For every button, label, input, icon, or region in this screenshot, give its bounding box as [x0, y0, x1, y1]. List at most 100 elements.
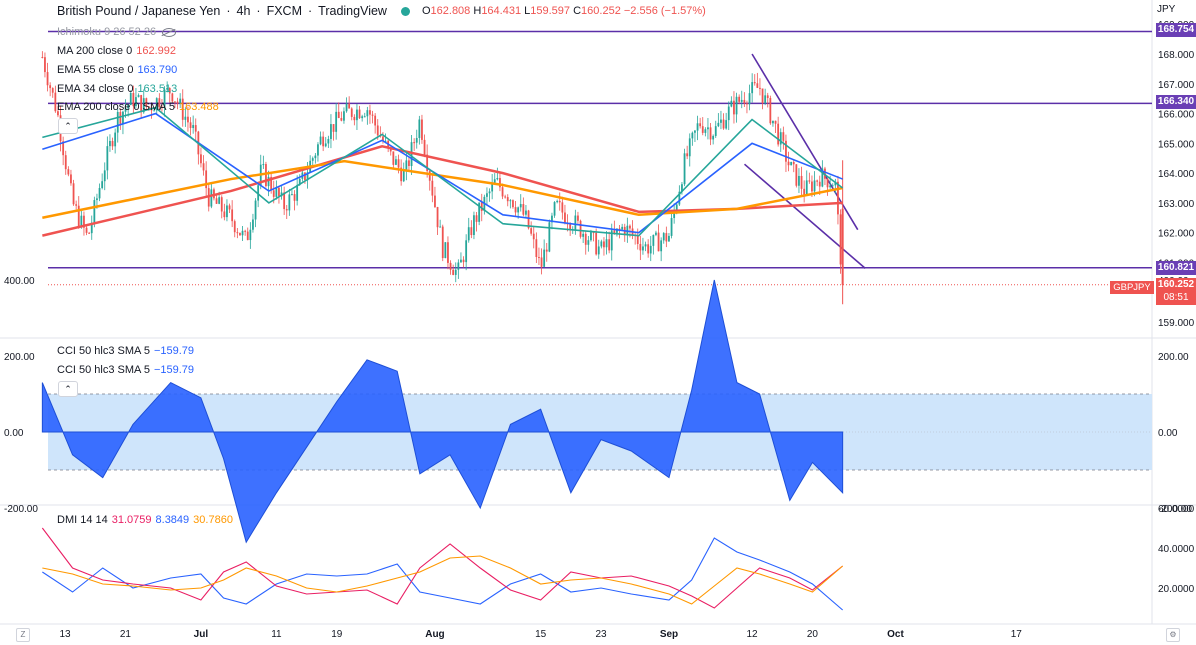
candle-body: [119, 111, 122, 124]
candle-body: [818, 181, 821, 187]
candle-body: [80, 215, 83, 227]
candle-body: [340, 117, 343, 121]
candle-body: [428, 171, 431, 181]
candle-body: [233, 221, 236, 233]
candle-body: [790, 161, 793, 166]
candle-body: [678, 191, 681, 205]
candle-body: [597, 246, 600, 255]
candle-body: [829, 185, 832, 188]
legend-dmi[interactable]: DMI 14 14 31.0759 8.3849 30.7860: [57, 514, 233, 526]
trendline: [751, 53, 859, 231]
dmi-line: [42, 555, 844, 605]
candle-body: [332, 124, 335, 132]
candle-body: [226, 205, 228, 218]
legend-cci-2[interactable]: CCI 50 hlc3 SMA 5 −159.79: [57, 364, 195, 376]
collapse-legend-button[interactable]: ⌃: [58, 118, 78, 134]
candle-body: [187, 116, 189, 123]
candle-body: [629, 225, 631, 229]
candle-body: [821, 168, 824, 187]
candle-body: [304, 172, 306, 181]
candle-body: [613, 230, 616, 233]
open-value: 162.808: [430, 5, 471, 17]
candle-body: [122, 111, 124, 124]
symbol-title[interactable]: British Pound / Japanese Yen: [57, 4, 221, 18]
candle-body: [488, 191, 491, 194]
candle-body: [787, 161, 790, 166]
candle-body: [657, 232, 660, 252]
candle-body: [777, 123, 780, 145]
hidden-eye-icon[interactable]: [162, 27, 177, 37]
candle-body: [361, 116, 364, 119]
bar-countdown: 08:51: [1156, 291, 1196, 305]
change-value: −2.556 (−1.57%): [623, 5, 706, 17]
collapse-cci-legend-button[interactable]: ⌃: [58, 381, 78, 397]
currency-label[interactable]: JPY: [1157, 4, 1176, 15]
legend-cci-1[interactable]: CCI 50 hlc3 SMA 5 −159.79: [57, 345, 195, 357]
candle-body: [480, 202, 483, 211]
symbol-badge: GBPJPY: [1110, 281, 1154, 294]
candle-body: [779, 132, 782, 145]
market-status-icon: [400, 6, 410, 16]
interval-label[interactable]: 4h: [236, 4, 251, 18]
candle-body: [813, 180, 816, 192]
candle-body: [215, 198, 218, 204]
candle-body: [527, 210, 530, 229]
legend-ma200[interactable]: MA 200 close 0 162.992: [57, 45, 176, 57]
candle-body: [577, 215, 579, 221]
candle-body: [231, 209, 234, 222]
candle-body: [774, 120, 777, 124]
trendline: [743, 163, 866, 270]
candle-body: [124, 108, 127, 112]
candle-body: [756, 83, 759, 88]
candle-body: [512, 200, 514, 208]
candle-body: [759, 87, 761, 89]
candle-body: [662, 233, 665, 241]
candle-body: [569, 224, 572, 230]
cci-tick-label-left: 400.00: [4, 276, 35, 287]
candle-body: [811, 181, 813, 192]
candle-body: [660, 240, 663, 252]
candle-body: [675, 204, 678, 211]
chart-header: British Pound / Japanese Yen · 4h · FXCM…: [57, 4, 706, 18]
candle-body: [98, 188, 101, 199]
candle-body: [574, 215, 577, 230]
candle-body: [181, 98, 184, 120]
legend-ema55[interactable]: EMA 55 close 0 163.790: [57, 64, 178, 76]
candle-body: [506, 197, 509, 202]
candle-body: [366, 110, 369, 117]
candle-body: [803, 188, 806, 195]
level-label-160821: 160.821: [1156, 261, 1196, 275]
candle-body: [720, 119, 722, 123]
candle-body: [590, 232, 592, 241]
legend-ema200[interactable]: EMA 200 close 0 SMA 5 163.488: [57, 101, 219, 113]
candle-body: [772, 120, 774, 124]
candle-body: [610, 230, 613, 251]
price-tick-label: 165.000: [1158, 139, 1195, 150]
candle-body: [239, 232, 241, 236]
candle-body: [837, 181, 839, 215]
candle-body: [51, 88, 54, 93]
candle-body: [184, 116, 187, 120]
candle-body: [670, 218, 673, 236]
candle-body: [350, 108, 353, 117]
candle-body: [85, 227, 88, 233]
candle-body: [579, 220, 582, 237]
candle-body: [644, 244, 647, 247]
candle-body: [746, 103, 748, 105]
candle-body: [111, 140, 114, 147]
candle-body: [764, 95, 767, 104]
candle-body: [564, 212, 566, 223]
candle-body: [109, 140, 111, 147]
candle-body: [275, 187, 278, 197]
time-tick-label: 23: [595, 629, 607, 640]
ma-line-ema34: [42, 106, 844, 237]
candle-body: [688, 138, 691, 157]
candle-body: [704, 129, 707, 133]
candle-body: [103, 170, 106, 182]
legend-ichimoku[interactable]: Ichimoku 9 26 52 26: [57, 26, 177, 38]
legend-ema34[interactable]: EMA 34 close 0 163.513: [57, 83, 178, 95]
candle-body: [345, 103, 348, 112]
candle-body: [831, 185, 834, 187]
